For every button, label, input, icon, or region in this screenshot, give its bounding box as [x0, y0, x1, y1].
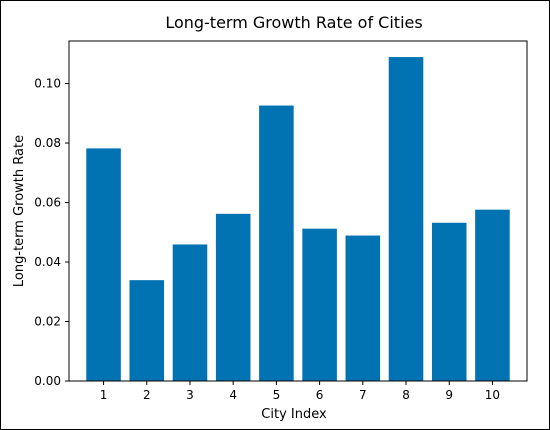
- bars-group: [86, 57, 510, 382]
- x-tick-label: 9: [445, 388, 453, 402]
- x-tick-label: 2: [143, 388, 151, 402]
- x-tick-label: 1: [100, 388, 108, 402]
- chart-title: Long-term Growth Rate of Cities: [165, 13, 422, 32]
- x-tick-label: 10: [485, 388, 500, 402]
- bar-1: [86, 148, 121, 381]
- x-tick-label: 3: [186, 388, 194, 402]
- x-axis-ticks: 1 2 3 4 5 6 7 8 9 10: [100, 381, 500, 402]
- x-tick-label: 4: [229, 388, 237, 402]
- x-tick-label: 6: [316, 388, 324, 402]
- x-tick-label: 7: [359, 388, 367, 402]
- bar-8: [388, 57, 424, 382]
- y-tick-label: 0.04: [34, 255, 61, 269]
- y-tick-label: 0.06: [34, 196, 61, 210]
- x-tick-label: 5: [273, 388, 281, 402]
- bar-6: [302, 228, 337, 381]
- plot-area-frame: [68, 40, 528, 382]
- bar-5: [259, 105, 294, 381]
- y-tick-label: 0.00: [34, 374, 61, 388]
- bar-10: [475, 209, 510, 381]
- y-tick-label: 0.10: [34, 77, 61, 91]
- x-axis-label: City Index: [261, 407, 327, 422]
- y-tick-label: 0.02: [34, 315, 61, 329]
- bar-9: [431, 222, 467, 381]
- bar-2: [129, 280, 165, 381]
- bar-7: [345, 235, 381, 381]
- y-axis-ticks: 0.00 0.02 0.04 0.06 0.08 0.10: [34, 77, 69, 388]
- y-tick-label: 0.08: [34, 136, 61, 150]
- bar-3: [172, 244, 208, 381]
- y-axis-label: Long-term Growth Rate: [12, 135, 27, 287]
- bar-4: [215, 213, 251, 381]
- x-tick-label: 8: [402, 388, 410, 402]
